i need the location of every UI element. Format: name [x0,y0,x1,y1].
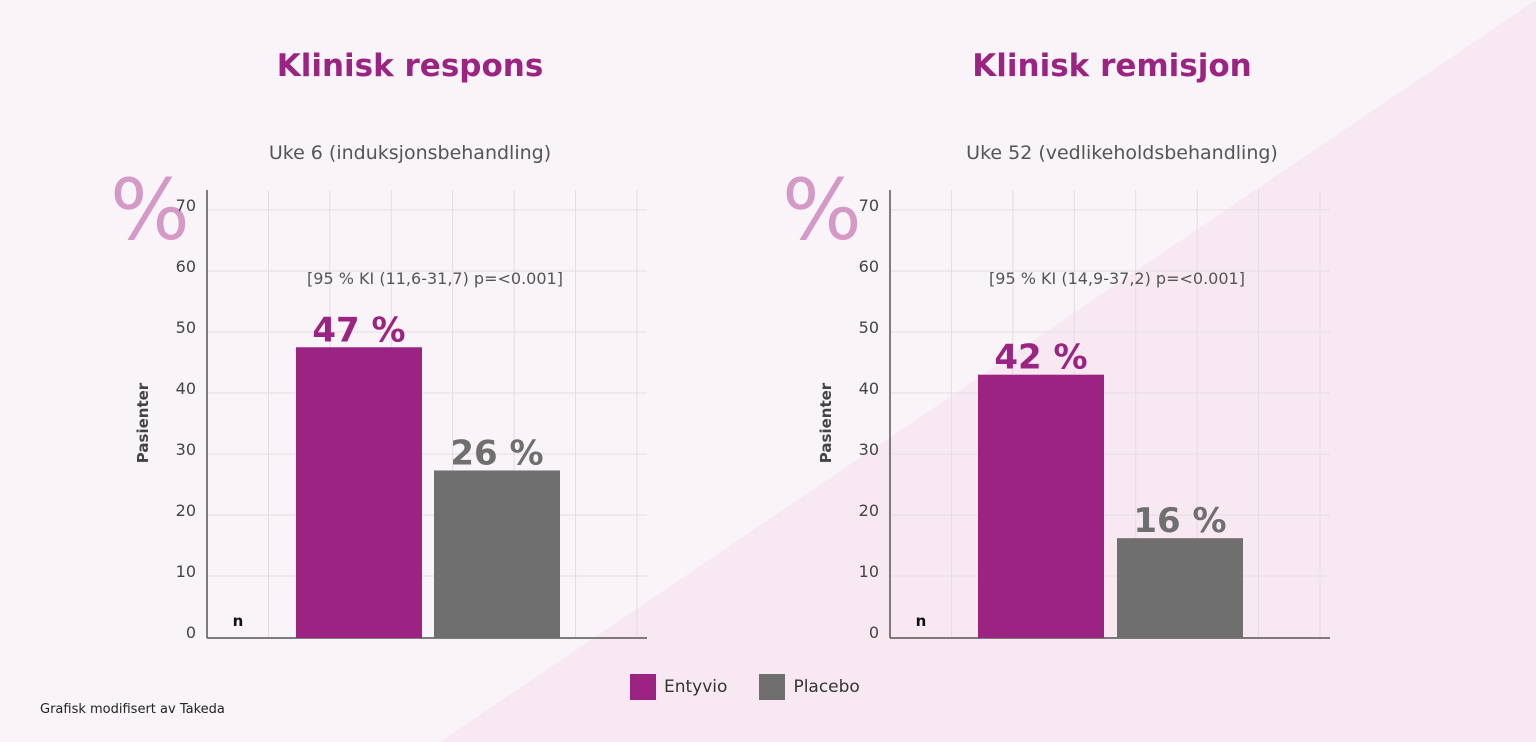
n-label: n [916,612,927,630]
bar-value-label-placebo: 26 % [450,433,543,473]
bar-value-label-entyvio: 47 % [312,310,405,350]
y-tick-label: 70 [859,196,879,215]
y-tick-label: 60 [176,257,196,276]
bar-placebo [434,470,560,638]
chart-2-subtitle: Uke 52 (vedlikeholdsbehandling) [966,142,1278,164]
y-tick-label: 40 [859,379,879,398]
ci-annotation: [95 % KI (14,9-37,2) p=<0.001] [989,269,1245,288]
y-tick-label: 50 [176,318,196,337]
chart-1-plot: 0 10 20 30 40 50 60 70 Pasienter n [95 % KI (11,6-… [134,190,647,642]
y-tick-label: 30 [176,440,196,459]
y-tick-label: 40 [176,379,196,398]
y-tick-label: 0 [869,623,879,642]
chart-2-title: Klinisk remisjon [972,48,1252,84]
y-tick-label: 20 [859,501,879,520]
legend-item-placebo: Placebo [759,674,860,700]
y-tick-label: 10 [859,562,879,581]
y-tick-label: 10 [176,562,196,581]
y-tick-label: 30 [859,440,879,459]
chart-2-plot: 0 10 20 30 40 50 60 70 Pasienter n [95 % KI (14,9-… [817,190,1330,642]
chart-1-percent-symbol: % [110,161,190,259]
chart-1-subtitle: Uke 6 (induksjonsbehandling) [268,142,552,164]
legend-swatch-entyvio [630,674,656,700]
legend-swatch-placebo [759,674,786,700]
bar-value-label-entyvio: 42 % [994,338,1087,378]
chart-2-percent-symbol: % [782,161,862,259]
y-tick-label: 70 [176,196,196,215]
legend-label-entyvio: Entyvio [664,677,728,697]
bar-value-label-placebo: 16 % [1133,501,1226,541]
chart-1-title: Klinisk respons [276,48,544,84]
bar-placebo [1117,538,1243,638]
y-axis-label: Pasienter [134,382,152,463]
n-label: n [233,612,244,630]
y-tick-label: 50 [859,318,879,337]
footer-note: Grafisk modifisert av Takeda [40,702,225,717]
y-axis-label: Pasienter [817,382,835,463]
legend-label-placebo: Placebo [793,677,860,697]
y-tick-label: 0 [186,623,196,642]
ci-annotation: [95 % KI (11,6-31,7) p=<0.001] [307,269,563,288]
bar-entyvio [296,347,422,638]
bar-entyvio [978,374,1104,638]
y-tick-label: 60 [859,257,879,276]
legend-item-entyvio: Entyvio [630,674,727,700]
legend: Entyvio Placebo [630,674,892,700]
y-tick-label: 20 [176,501,196,520]
